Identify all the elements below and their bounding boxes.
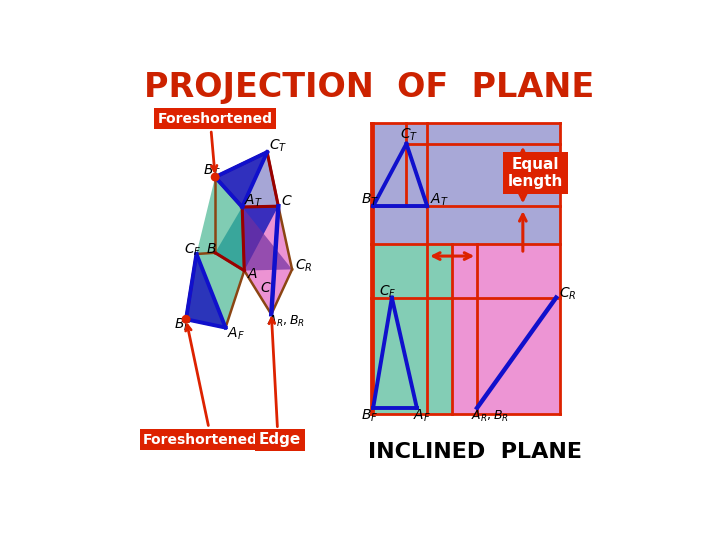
Text: $C_F$: $C_F$: [184, 242, 202, 258]
Polygon shape: [215, 152, 279, 207]
Polygon shape: [371, 123, 560, 244]
Text: $C_R$: $C_R$: [294, 258, 312, 274]
Text: Equal
length: Equal length: [508, 157, 563, 189]
Text: $A_T$: $A_T$: [430, 192, 449, 208]
Text: $A_T$: $A_T$: [244, 192, 263, 209]
Text: $B_F$: $B_F$: [174, 316, 192, 333]
Text: $A_F$: $A_F$: [413, 408, 431, 424]
Polygon shape: [242, 206, 279, 271]
Text: $C_R$: $C_R$: [559, 286, 576, 302]
Text: $B_F$: $B_F$: [361, 408, 378, 424]
Polygon shape: [371, 244, 452, 414]
Text: $A_F$: $A_F$: [227, 326, 245, 342]
Text: $A$: $A$: [247, 267, 258, 281]
Text: $A_R,B_R$: $A_R,B_R$: [267, 314, 305, 329]
Text: $B_T$: $B_T$: [203, 163, 221, 179]
Polygon shape: [215, 152, 267, 207]
Text: $B$: $B$: [206, 242, 217, 256]
Text: $C_T$: $C_T$: [269, 138, 287, 154]
Text: Foreshortened: Foreshortened: [143, 433, 258, 447]
Polygon shape: [242, 206, 292, 314]
Polygon shape: [215, 207, 244, 271]
Polygon shape: [452, 244, 560, 414]
Text: $A_R,B_R$: $A_R,B_R$: [471, 408, 509, 423]
Text: Foreshortened: Foreshortened: [158, 112, 273, 126]
Polygon shape: [186, 177, 244, 328]
Polygon shape: [186, 254, 225, 328]
Text: INCLINED  PLANE: INCLINED PLANE: [368, 442, 582, 462]
Text: $C$: $C$: [281, 194, 292, 208]
Text: PROJECTION  OF  PLANE: PROJECTION OF PLANE: [144, 71, 594, 104]
Circle shape: [182, 315, 190, 323]
Text: $B_T$: $B_T$: [361, 192, 379, 208]
Polygon shape: [242, 207, 292, 271]
Text: $C$: $C$: [260, 281, 271, 295]
Text: $C_F$: $C_F$: [379, 283, 397, 300]
Text: Edge: Edge: [258, 433, 301, 447]
Text: $C_T$: $C_T$: [400, 127, 418, 143]
Circle shape: [212, 173, 219, 181]
